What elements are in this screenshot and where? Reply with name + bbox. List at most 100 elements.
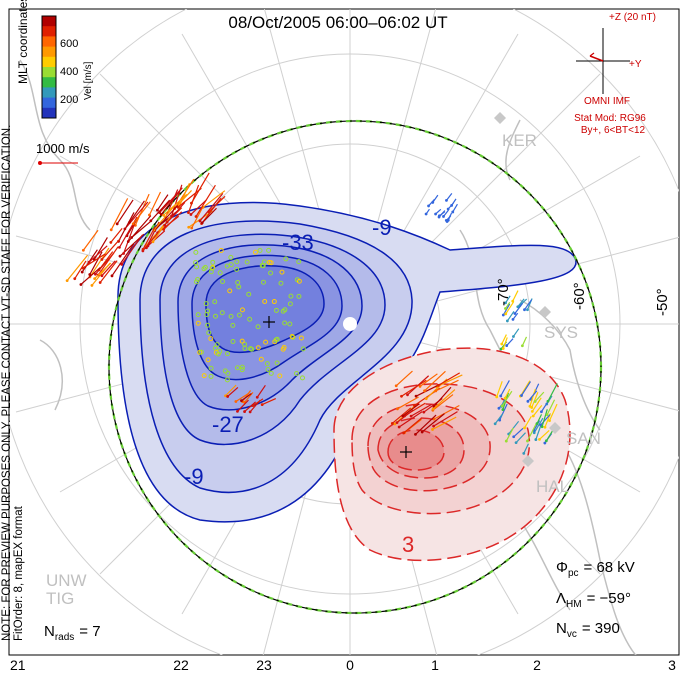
vector-origin (228, 254, 234, 260)
velocity-vector (116, 199, 134, 225)
velocity-vector (164, 201, 186, 226)
vector-origin (156, 208, 159, 212)
vector-origin (79, 283, 83, 286)
velocity-vector (524, 415, 532, 429)
vector-origin (255, 345, 261, 351)
stat-phi-pc: Φpc = 68 kV (556, 559, 635, 579)
vector-origin (504, 312, 508, 316)
vector-origin (252, 249, 258, 255)
vector-origin (159, 213, 163, 216)
velocity-vector (244, 401, 257, 413)
colorbar-tick: 400 (60, 66, 78, 78)
vector-origin (235, 279, 241, 285)
mlt-label: 21 (10, 657, 26, 673)
vector-origin (266, 247, 272, 253)
velocity-vector (534, 391, 545, 402)
velocity-vector (142, 226, 156, 250)
colorbar-swatch (42, 77, 56, 88)
velocity-vector (432, 389, 456, 410)
velocity-vector (227, 386, 239, 397)
velocity-vector (512, 328, 520, 337)
vector-origin (198, 219, 202, 223)
vector-origin (520, 394, 523, 397)
station-label-san: SAN (566, 429, 601, 448)
velocity-vector (241, 390, 252, 402)
velocity-vector (199, 192, 224, 222)
velocity-vector (237, 399, 249, 412)
station-label-tig: TIG (46, 589, 74, 608)
velocity-vector (88, 245, 108, 263)
vector-origin (431, 201, 435, 204)
vector-origin (210, 259, 216, 265)
velocity-vector (524, 299, 533, 311)
map-title: 08/Oct/2005 06:00–06:02 UT (228, 13, 447, 32)
vector-origin (222, 368, 228, 374)
vector-origin (257, 247, 263, 253)
vector-origin (80, 270, 84, 274)
vector-origin (248, 410, 252, 414)
velocity-vector (101, 238, 121, 260)
vector-origin (434, 212, 437, 216)
svg-text:Nvc= 390: Nvc = 390 (556, 620, 620, 640)
vector-origin (531, 414, 535, 418)
vector-origin (511, 318, 515, 321)
vector-origin (530, 409, 534, 413)
velocity-vector (131, 221, 151, 238)
colorbar-outline (41, 15, 57, 119)
velocity-vector (505, 295, 511, 304)
vector-origin (88, 273, 92, 276)
velocity-vector (514, 302, 524, 314)
imf-condition: By+, 6<BT<12 (581, 125, 646, 136)
vector-origin (126, 240, 130, 243)
vector-origin (427, 204, 430, 208)
velocity-vector (540, 414, 551, 426)
colorbar-label: Vel [m/s] (83, 61, 94, 100)
vector-origin (545, 413, 549, 417)
velocity-vector (523, 443, 529, 454)
velocity-vector (241, 392, 252, 402)
vector-origin (279, 269, 285, 275)
vector-origin (228, 313, 234, 319)
vector-origin (436, 383, 440, 387)
vector-origin (246, 291, 252, 297)
mlt-label: 23 (256, 657, 272, 673)
velocity-vector (110, 228, 123, 243)
vector-origin (220, 279, 226, 285)
vector-origin (396, 407, 399, 411)
vector-origin (226, 395, 230, 398)
pole-marker (343, 317, 357, 331)
vector-origin (271, 299, 277, 305)
vector-origin (93, 277, 97, 280)
colorbar-tick: 600 (60, 38, 78, 50)
vector-origin (194, 215, 198, 218)
mlt-label: 0 (346, 657, 354, 673)
vector-origin (224, 377, 230, 383)
vector-origin (409, 414, 413, 418)
vector-origin (280, 346, 286, 352)
vector-origin (282, 320, 288, 326)
vector-origin (505, 344, 509, 347)
vector-origin (218, 247, 224, 253)
vector-origin (512, 335, 515, 338)
velocity-vector (150, 199, 171, 222)
vector-origin (437, 214, 441, 218)
mlt-label: 2 (533, 657, 541, 673)
velocity-vector (121, 234, 143, 265)
contour-label: 3 (402, 532, 414, 557)
vector-origin (296, 293, 302, 299)
velocity-vector (519, 380, 531, 397)
vector-origin (109, 228, 113, 232)
vector-origin (247, 316, 253, 322)
vector-origin (145, 246, 148, 250)
vector-origin (109, 241, 113, 244)
vector-origin (431, 428, 434, 431)
vector-origin (255, 324, 261, 330)
vector-origin (395, 421, 399, 424)
vector-origin (501, 347, 505, 350)
velocity-vector (156, 194, 169, 211)
vector-origin (208, 336, 214, 342)
vector-origin (224, 263, 230, 269)
colorbar-swatch (42, 46, 56, 58)
velocity-vector (202, 190, 226, 208)
hm-boundary-black (108, 120, 602, 614)
